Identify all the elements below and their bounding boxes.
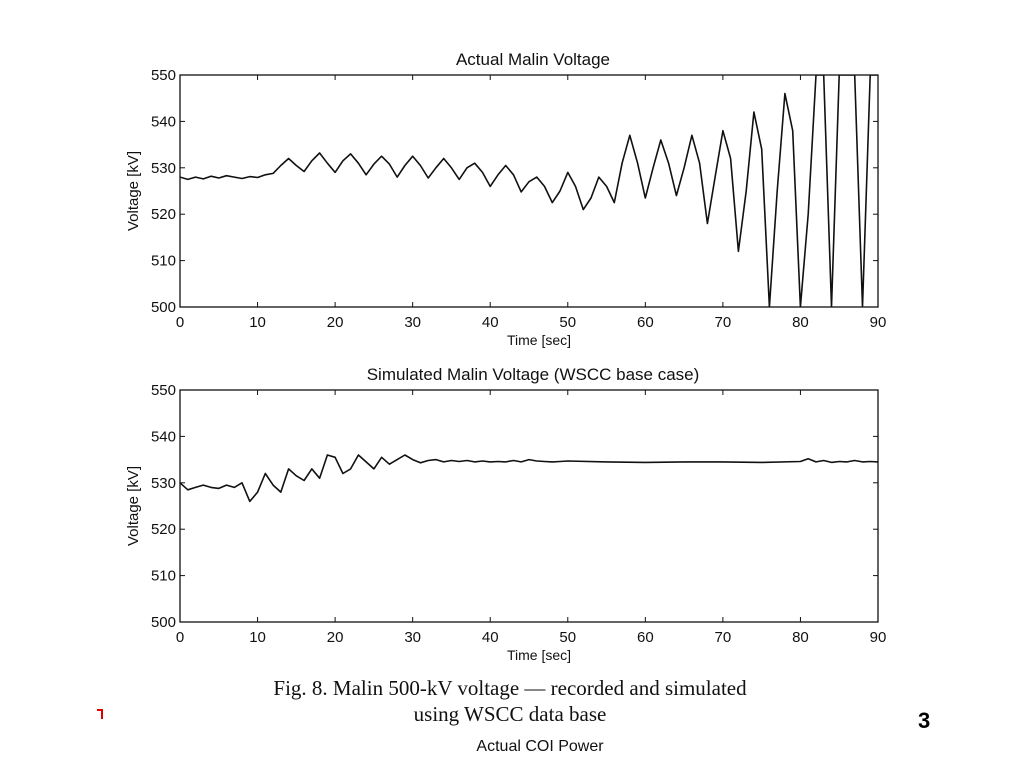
x-tick-label: 50 — [559, 314, 576, 331]
caption-line-2: using WSCC data base — [413, 702, 607, 726]
chart-1: Actual Malin Voltage 0 10 20 30 40 50 60 70 80 90 5… — [125, 50, 886, 348]
y-tick-label: 550 — [151, 382, 176, 399]
x-tick-label: 30 — [404, 629, 421, 646]
x-tick-label: 60 — [637, 629, 654, 646]
red-corner-mark — [97, 709, 103, 719]
caption-line-1: Fig. 8. Malin 500-kV voltage — recorded … — [273, 676, 747, 700]
x-tick-label: 0 — [176, 314, 184, 331]
y-axis-label: Voltage [kV] — [125, 151, 142, 231]
x-tick-label: 80 — [792, 629, 809, 646]
y-tick-label: 510 — [151, 568, 176, 585]
x-axis-label: Time [sec] — [507, 647, 571, 663]
plot-frame — [179, 389, 879, 623]
y-tick-label: 550 — [151, 67, 176, 84]
chart-title: Simulated Malin Voltage (WSCC base case) — [367, 365, 700, 384]
series-line-1 — [180, 454, 878, 503]
x-tick-label: 70 — [715, 314, 732, 331]
charts-canvas: Actual Malin Voltage 0 10 20 30 40 50 60 70 80 90 5… — [125, 50, 886, 663]
y-tick-label: 530 — [151, 160, 176, 177]
plot-frame — [179, 74, 879, 308]
x-tick-label: 40 — [482, 314, 499, 331]
y-tick-label: 500 — [151, 299, 176, 316]
x-tick-label: 50 — [559, 629, 576, 646]
page-number: 3 — [918, 708, 931, 733]
x-tick-label: 30 — [404, 314, 421, 331]
footer-label: Actual COI Power — [476, 738, 604, 755]
x-tick-label: 40 — [482, 629, 499, 646]
y-tick-label: 500 — [151, 614, 176, 631]
x-tick-label: 60 — [637, 314, 654, 331]
x-axis-label: Time [sec] — [507, 332, 571, 348]
chart-2: Simulated Malin Voltage (WSCC base case)… — [125, 365, 886, 663]
series-line-1 — [180, 75, 878, 307]
figure-caption: Fig. 8. Malin 500-kV voltage — recorded … — [140, 675, 880, 727]
y-tick-label: 530 — [151, 475, 176, 492]
x-tick-label: 10 — [249, 629, 266, 646]
y-tick-label: 540 — [151, 428, 176, 445]
x-tick-label: 90 — [870, 629, 887, 646]
y-axis-label: Voltage [kV] — [125, 466, 142, 546]
x-tick-label: 20 — [327, 314, 344, 331]
y-tick-label: 510 — [151, 253, 176, 270]
x-tick-label: 20 — [327, 629, 344, 646]
x-tick-label: 10 — [249, 314, 266, 331]
chart-title: Actual Malin Voltage — [456, 50, 610, 69]
x-tick-label: 90 — [870, 314, 887, 331]
y-tick-label: 540 — [151, 113, 176, 130]
x-tick-label: 80 — [792, 314, 809, 331]
x-tick-label: 70 — [715, 629, 732, 646]
y-tick-label: 520 — [151, 521, 176, 538]
y-tick-label: 520 — [151, 206, 176, 223]
x-tick-label: 0 — [176, 629, 184, 646]
